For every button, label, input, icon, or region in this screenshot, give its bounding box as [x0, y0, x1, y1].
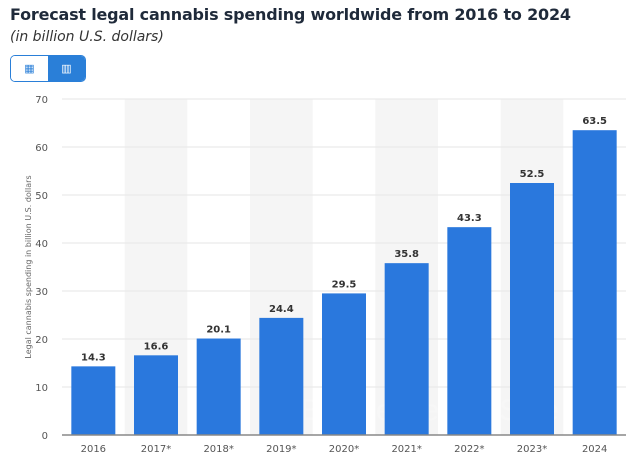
- y-tick-label: 40: [35, 239, 48, 250]
- y-tick-label: 0: [42, 431, 48, 442]
- bar: [384, 263, 429, 435]
- data-label: 63.5: [582, 116, 607, 127]
- bar: [259, 317, 304, 435]
- x-tick-label: 2020*: [329, 444, 359, 455]
- x-tick-label: 2023*: [517, 444, 547, 455]
- bar: [322, 293, 366, 435]
- bar-chart-icon: ▥: [61, 63, 72, 75]
- y-tick-label: 50: [35, 191, 48, 202]
- bar: [134, 355, 178, 435]
- x-tick-label: 2019*: [266, 444, 296, 455]
- bar: [447, 227, 492, 435]
- data-label: 43.3: [457, 213, 482, 224]
- y-tick-label: 60: [35, 143, 48, 154]
- view-toggle: ▦ ▥: [10, 55, 86, 82]
- x-tick-label: 2016: [81, 444, 106, 455]
- bar: [572, 130, 617, 435]
- page-title: Forecast legal cannabis spending worldwi…: [10, 5, 571, 24]
- data-label: 14.3: [81, 352, 106, 363]
- bar: [510, 183, 554, 435]
- y-tick-label: 70: [35, 95, 48, 106]
- data-label: 16.6: [144, 341, 169, 352]
- bar: [71, 366, 116, 435]
- chart-view-button[interactable]: ▥: [48, 56, 85, 81]
- x-tick-label: 2017*: [141, 444, 171, 455]
- y-tick-label: 10: [35, 383, 48, 394]
- bar: [196, 338, 241, 435]
- page-subtitle: (in billion U.S. dollars): [10, 29, 164, 45]
- data-label: 29.5: [332, 279, 357, 290]
- y-tick-label: 30: [35, 287, 48, 298]
- y-axis-label: Legal cannabis spending in billion U.S. …: [24, 175, 33, 358]
- data-label: 35.8: [394, 249, 419, 260]
- data-label: 52.5: [520, 169, 545, 180]
- x-tick-label: 2022*: [454, 444, 484, 455]
- data-label: 20.1: [206, 325, 231, 336]
- y-tick-label: 20: [35, 335, 48, 346]
- x-tick-label: 2024: [582, 444, 607, 455]
- x-tick-label: 2021*: [391, 444, 421, 455]
- table-icon: ▦: [24, 63, 35, 75]
- x-tick-label: 2018*: [203, 444, 233, 455]
- data-label: 24.4: [269, 304, 294, 315]
- table-view-button[interactable]: ▦: [11, 56, 48, 81]
